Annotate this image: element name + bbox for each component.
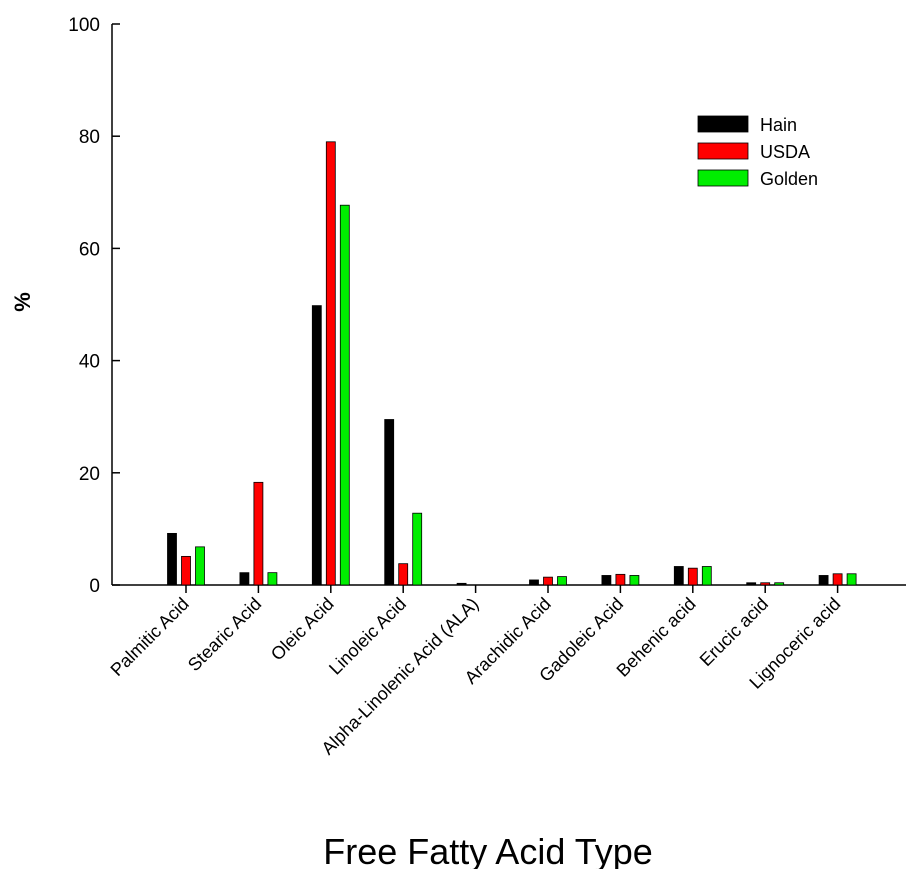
x-category-label: Erucic acid: [696, 594, 772, 670]
bar-usda-7: [687, 567, 698, 586]
legend-swatch-usda: [697, 142, 749, 160]
x-axis-label: Free Fatty Acid Type: [323, 831, 652, 869]
bar-usda-0: [181, 555, 191, 586]
bar-usda-1: [253, 481, 264, 586]
bar-golden-2: [339, 204, 350, 586]
bar-golden-3: [412, 512, 423, 586]
bar-golden-6: [629, 575, 640, 586]
bar-hain-9: [818, 575, 829, 586]
bar-hain-1: [239, 572, 250, 586]
y-tick-label: 60: [79, 239, 100, 260]
bars: [167, 141, 857, 586]
bar-golden-5: [557, 576, 567, 586]
bar-golden-9: [846, 573, 857, 586]
legend-label-hain: Hain: [760, 115, 797, 135]
y-axis-label: %: [10, 292, 35, 312]
y-tick-label: 20: [79, 464, 100, 485]
bar-hain-8: [746, 582, 757, 586]
axes: [111, 24, 906, 586]
bar-usda-9: [832, 573, 843, 586]
y-tick-label: 0: [89, 576, 100, 597]
x-category-label: Stearic Acid: [184, 594, 265, 675]
bar-hain-0: [167, 532, 177, 586]
legend-label-golden: Golden: [760, 169, 818, 189]
bar-hain-4: [456, 582, 467, 586]
bar-usda-6: [615, 573, 626, 586]
y-tick-label: 40: [79, 352, 100, 373]
bar-usda-5: [543, 576, 553, 586]
legend-swatch-hain: [697, 115, 749, 133]
bar-golden-1: [267, 572, 278, 586]
bar-golden-8: [774, 582, 785, 586]
bar-hain-3: [384, 419, 395, 586]
legend-swatch-golden: [697, 169, 749, 187]
y-tick-label: 100: [68, 15, 100, 36]
bar-hain-5: [529, 579, 539, 586]
bar-hain-2: [311, 305, 322, 586]
bar-usda-8: [760, 582, 771, 586]
bar-usda-3: [398, 563, 409, 586]
bar-usda-2: [325, 141, 336, 586]
legend-label-usda: USDA: [760, 142, 810, 162]
x-category-label: Oleic Acid: [267, 594, 338, 665]
y-tick-label: 80: [79, 127, 100, 148]
y-ticks: 0 20 40 60 80 100: [68, 15, 120, 597]
x-category-label: Alpha-Linolenic Acid (ALA): [318, 594, 483, 759]
bar-golden-7: [701, 566, 712, 586]
legend: Hain USDA Golden: [697, 115, 818, 189]
x-category-label: Palmitic Acid: [107, 594, 193, 680]
bar-hain-7: [673, 566, 684, 586]
bar-golden-0: [195, 546, 205, 586]
bar-hain-6: [601, 575, 612, 586]
